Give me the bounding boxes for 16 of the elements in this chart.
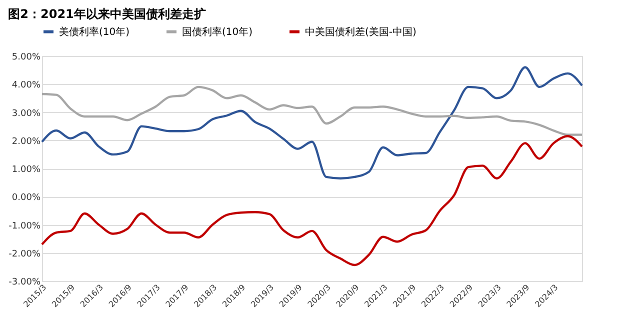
y-tick-label: 5.00% <box>12 52 41 62</box>
chart-title: 图2：2021年以来中美国债利差走扩 <box>8 7 206 21</box>
y-tick-label: 0.00% <box>12 193 41 204</box>
y-tick-label: 3.00% <box>12 108 41 119</box>
y-tick-label: 4.00% <box>12 80 41 91</box>
y-tick-label: 2.00% <box>12 136 41 147</box>
line-series <box>40 135 584 266</box>
legend-label: 美债利率(10年) <box>59 26 130 38</box>
y-tick-label: -2.00% <box>8 249 41 260</box>
legend-label: 中美国债利差(美国-中国) <box>305 26 417 38</box>
y-tick-label: -1.00% <box>8 221 41 232</box>
y-tick-label: -3.00% <box>8 278 41 288</box>
legend-label: 国债利率(10年) <box>182 26 253 38</box>
y-tick-label: 1.00% <box>12 165 41 175</box>
line-series <box>40 66 584 180</box>
line-series <box>40 86 584 136</box>
